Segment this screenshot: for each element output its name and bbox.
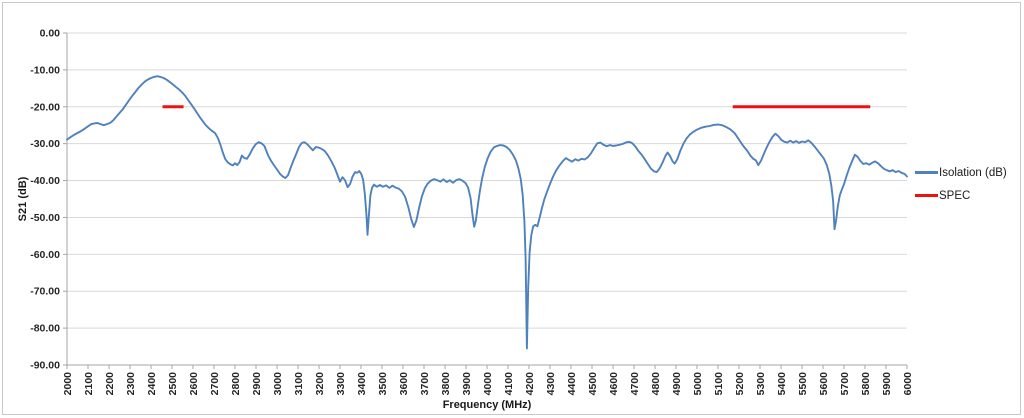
x-tick-label: 3800 (440, 372, 452, 396)
x-tick-label: 2000 (62, 372, 74, 396)
x-tick-label: 3300 (335, 372, 347, 396)
y-tick-label: 0.00 (40, 28, 61, 40)
x-tick-label: 5700 (839, 372, 851, 396)
x-tick-label: 3900 (461, 372, 473, 396)
y-tick-label: -50.00 (30, 212, 60, 224)
y-tick-label: -90.00 (30, 360, 60, 372)
legend-label-spec: SPEC (939, 189, 971, 202)
y-tick-label: -60.00 (30, 249, 60, 261)
x-tick-label: 5400 (776, 372, 788, 396)
x-tick-label: 2400 (146, 372, 158, 396)
x-tick-label: 2700 (209, 372, 221, 396)
x-tick-label: 2900 (251, 372, 263, 396)
legend-swatch-spec (915, 194, 938, 197)
legend-item-isolation: Isolation (dB) (915, 165, 1007, 180)
y-axis-title: S21 (dB) (17, 176, 29, 222)
x-tick-label: 5200 (734, 372, 746, 396)
x-tick-label: 2600 (188, 372, 200, 396)
x-tick-label: 4600 (608, 372, 620, 396)
x-tick-label: 6000 (902, 372, 914, 396)
x-tick-label: 4100 (503, 372, 515, 396)
x-tick-label: 3500 (377, 372, 389, 396)
x-tick-label: 4200 (524, 372, 536, 396)
legend-label-isolation: Isolation (dB) (939, 166, 1007, 179)
x-tick-label: 5100 (713, 372, 725, 396)
legend-swatch-isolation (915, 171, 938, 174)
x-tick-label: 5800 (860, 372, 872, 396)
y-tick-label: -70.00 (30, 286, 60, 298)
x-tick-label: 4500 (587, 372, 599, 396)
x-tick-label: 2500 (167, 372, 179, 396)
x-tick-label: 3600 (398, 372, 410, 396)
x-tick-label: 5500 (797, 372, 809, 396)
x-tick-label: 4800 (650, 372, 662, 396)
x-axis-title: Frequency (MHz) (442, 399, 532, 411)
x-tick-label: 2300 (125, 372, 137, 396)
y-tick-label: -80.00 (30, 323, 60, 335)
y-tick-label: -10.00 (30, 64, 60, 76)
isolation-series-line (66, 75, 908, 350)
x-tick-label: 5900 (881, 372, 893, 396)
x-tick-label: 4000 (482, 372, 494, 396)
x-tick-label: 3400 (356, 372, 368, 396)
x-tick-label: 2800 (230, 372, 242, 396)
y-tick-label: -30.00 (30, 138, 60, 150)
x-tick-label: 3100 (293, 372, 305, 396)
x-tick-label: 5000 (692, 372, 704, 396)
x-tick-label: 3200 (314, 372, 326, 396)
x-tick-label: 4900 (671, 372, 683, 396)
x-tick-label: 5300 (755, 372, 767, 396)
y-tick-label: -40.00 (30, 175, 60, 187)
x-tick-label: 4300 (545, 372, 557, 396)
legend-item-spec: SPEC (915, 188, 1007, 203)
x-tick-label: 4700 (629, 372, 641, 396)
x-tick-label: 5600 (818, 372, 830, 396)
x-tick-label: 3000 (272, 372, 284, 396)
chart-legend: Isolation (dB) SPEC (915, 165, 1007, 211)
x-tick-label: 4400 (566, 372, 578, 396)
y-tick-label: -20.00 (30, 101, 60, 113)
x-tick-label: 2200 (104, 372, 116, 396)
x-tick-label: 2100 (83, 372, 95, 396)
x-tick-label: 3700 (419, 372, 431, 396)
